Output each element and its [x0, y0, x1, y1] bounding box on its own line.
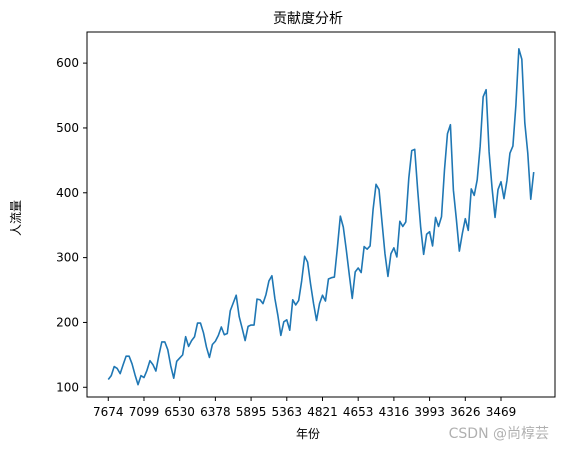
x-tick-label: 4316	[379, 405, 410, 419]
y-tick-label: 400	[56, 186, 79, 200]
y-tick-label: 300	[56, 251, 79, 265]
x-tick-label: 4821	[307, 405, 338, 419]
y-tick-label: 500	[56, 121, 79, 135]
x-tick-label: 6378	[200, 405, 231, 419]
plot-frame	[86, 31, 556, 398]
y-tick-label: 600	[56, 56, 79, 70]
x-axis: 7674 7099 6530 6378 5895 5363 4821 4653 4316 3993…	[93, 397, 516, 419]
watermark: CSDN @尚椁芸	[448, 426, 549, 442]
x-tick-label: 7099	[129, 405, 160, 419]
x-tick-label: 5363	[272, 405, 303, 419]
x-tick-label: 3469	[486, 405, 517, 419]
series-line	[107, 48, 535, 386]
y-tick-label: 100	[56, 380, 79, 394]
y-axis-label: 人流量	[9, 200, 23, 236]
y-tick-label: 200	[56, 315, 79, 329]
x-tick-label: 3626	[450, 405, 481, 419]
x-tick-label: 7674	[93, 405, 124, 419]
x-tick-label: 6530	[164, 405, 195, 419]
y-axis: 100 200 300 400 500 600	[56, 56, 87, 394]
x-axis-label: 年份	[296, 427, 320, 441]
x-tick-label: 3993	[414, 405, 445, 419]
x-tick-label: 5895	[236, 405, 267, 419]
x-tick-label: 4653	[343, 405, 374, 419]
chart-title: 贡献度分析	[273, 11, 343, 27]
